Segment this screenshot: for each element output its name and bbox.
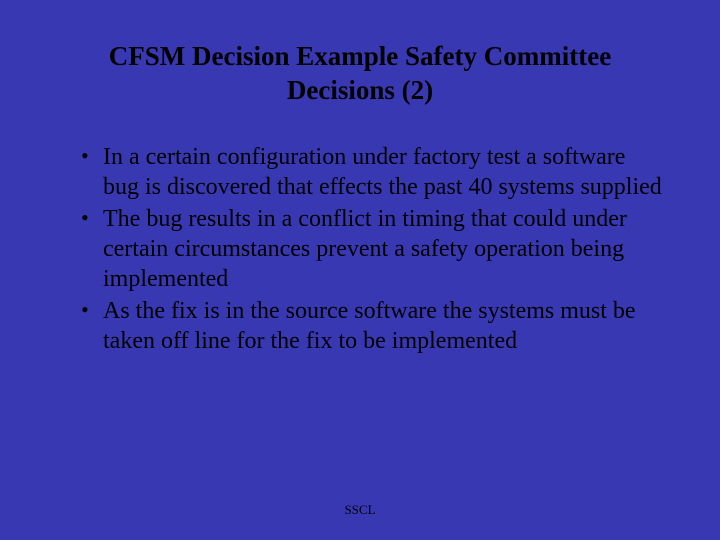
bullet-list: In a certain configuration under factory…	[55, 142, 665, 356]
bullet-item: The bug results in a conflict in timing …	[81, 204, 665, 294]
bullet-item: As the fix is in the source software the…	[81, 296, 665, 356]
slide-title: CFSM Decision Example Safety Committee D…	[55, 40, 665, 108]
slide-footer: SSCL	[0, 502, 720, 518]
slide: CFSM Decision Example Safety Committee D…	[0, 0, 720, 540]
bullet-item: In a certain configuration under factory…	[81, 142, 665, 202]
